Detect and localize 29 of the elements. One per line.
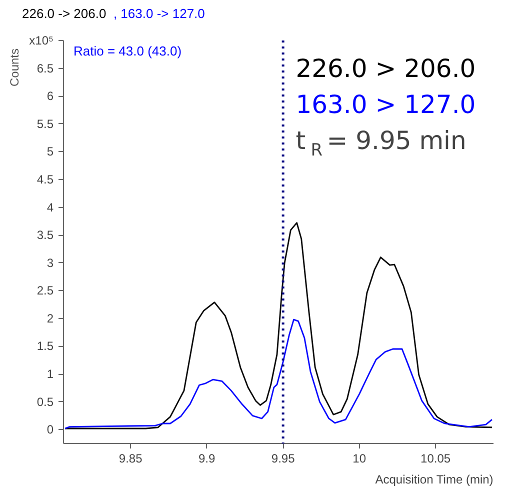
y-tick-label: 4: [46, 200, 54, 214]
text: 163.0 > 127.0: [296, 90, 476, 119]
x-axis-title: Acquisition Time (min): [375, 472, 494, 486]
y-tick-label: x10⁵: [29, 34, 54, 48]
x-tick-label: 9.95: [271, 452, 296, 466]
y-axis-title: Counts: [8, 48, 22, 87]
y-tick-label: 3.5: [36, 228, 54, 242]
chart-subtitle: , 163.0 -> 127.0: [113, 6, 205, 21]
line-series: [64, 222, 493, 430]
y-tick-label: 1.5: [36, 339, 54, 354]
x-tick-label: 10: [352, 452, 366, 466]
y-tick-label: 6: [46, 89, 54, 104]
y-tick-label: 1: [46, 367, 54, 382]
annotation: Ratio = 43.0 (43.0): [74, 44, 182, 58]
y-tick-label: 3: [46, 256, 54, 270]
y-tick-label: 5: [46, 144, 54, 159]
y-tick-label: 2: [46, 311, 54, 326]
line-series: [64, 318, 493, 430]
x-tick-label: 9.9: [198, 452, 216, 466]
y-tick-label: 2.5: [36, 284, 54, 298]
y-tick-label: 4.5: [36, 172, 54, 186]
x-tick-label: 10.05: [420, 452, 451, 466]
y-tick-label: 5.5: [36, 116, 54, 131]
text: 226.0 > 206.0: [296, 54, 476, 83]
y-tick-label: 0.5: [36, 394, 54, 409]
y-tick-label: 0: [46, 422, 54, 437]
chart-title: 226.0 -> 206.0: [22, 6, 106, 21]
y-tick-label: 6.5: [36, 61, 54, 76]
x-tick-label: 9.85: [118, 452, 143, 466]
